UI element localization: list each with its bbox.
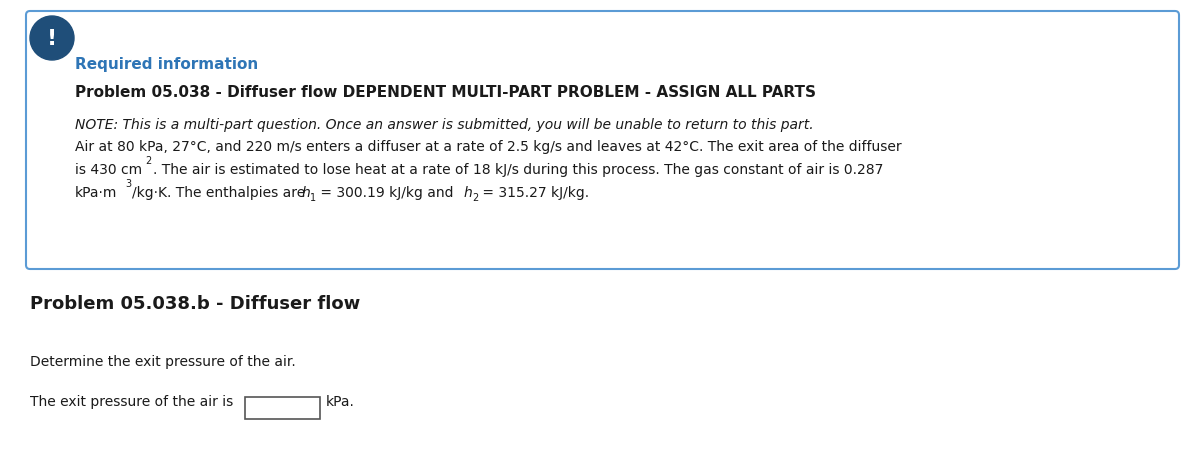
Text: Determine the exit pressure of the air.: Determine the exit pressure of the air. (30, 355, 295, 369)
Circle shape (30, 16, 74, 60)
Text: . The air is estimated to lose heat at a rate of 18 kJ/s during this process. Th: . The air is estimated to lose heat at a… (154, 163, 883, 177)
Text: 3: 3 (125, 179, 131, 189)
FancyBboxPatch shape (26, 11, 1178, 269)
Text: NOTE: This is a multi-part question. Once an answer is submitted, you will be un: NOTE: This is a multi-part question. Onc… (74, 118, 814, 132)
Text: Required information: Required information (74, 57, 258, 72)
Text: = 315.27 kJ/kg.: = 315.27 kJ/kg. (478, 186, 589, 200)
Text: 2: 2 (145, 156, 151, 166)
Text: 1: 1 (310, 193, 316, 203)
Text: The exit pressure of the air is: The exit pressure of the air is (30, 395, 233, 409)
Text: h: h (302, 186, 311, 200)
Text: kPa.: kPa. (326, 395, 355, 409)
Text: kPa·m: kPa·m (74, 186, 118, 200)
Text: h: h (464, 186, 473, 200)
FancyBboxPatch shape (245, 397, 320, 419)
Text: Problem 05.038.b - Diffuser flow: Problem 05.038.b - Diffuser flow (30, 295, 360, 313)
Text: = 300.19 kJ/kg and: = 300.19 kJ/kg and (316, 186, 458, 200)
Text: Air at 80 kPa, 27°C, and 220 m/s enters a diffuser at a rate of 2.5 kg/s and lea: Air at 80 kPa, 27°C, and 220 m/s enters … (74, 140, 901, 154)
Text: Problem 05.038 - Diffuser flow DEPENDENT MULTI-PART PROBLEM - ASSIGN ALL PARTS: Problem 05.038 - Diffuser flow DEPENDENT… (74, 85, 816, 100)
Text: /kg·K. The enthalpies are: /kg·K. The enthalpies are (132, 186, 310, 200)
Text: is 430 cm: is 430 cm (74, 163, 142, 177)
Text: 2: 2 (472, 193, 479, 203)
Text: !: ! (47, 29, 58, 49)
